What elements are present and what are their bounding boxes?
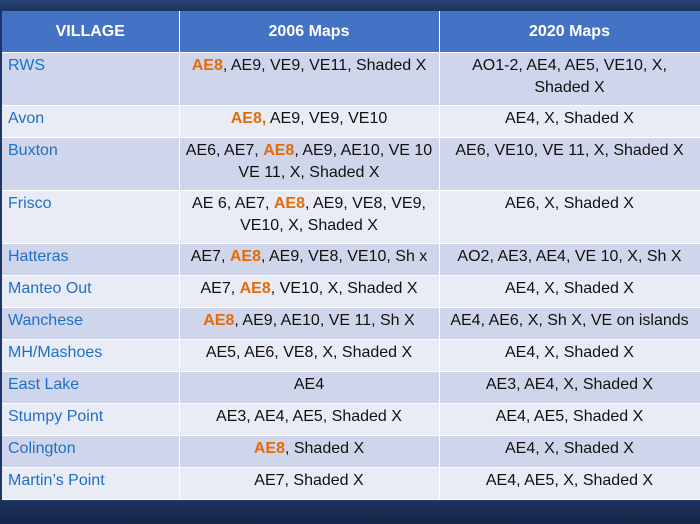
maps-2006-cell: AE8, AE9, AE10, VE 11, Sh X [179,307,440,340]
village-name: MH/Mashoes [2,339,180,372]
highlighted-map-code: AE8 [253,440,285,457]
table-row: Martin’s Point AE7, Shaded X AE4, AE5, X, … [2,467,700,500]
map-codes-text: AE6, AE7, [185,142,264,159]
maps-2006-cell: AE7, Shaded X [179,467,440,500]
maps-2006-cell: AE8, AE9, VE9, VE10 [179,105,440,138]
map-codes-text: , AE9, AE10, VE 10 VE 11, X, Shaded X [238,142,433,181]
village-maps-table: VILLAGE 2006 Maps 2020 Maps RWS AE8, AE9,… [2,11,700,500]
map-codes-text: , AE9, VE9, VE11, Shaded X [222,57,427,74]
maps-2020-cell: AE4, X, Shaded X [439,105,700,138]
highlighted-map-code: AE8 [239,280,271,297]
map-codes-text: AE7, [200,280,240,297]
highlighted-map-code: AE8 [229,248,261,265]
village-name: Frisco [2,190,180,244]
village-name: Manteo Out [2,275,180,308]
map-codes-text: AE5, AE6, VE8, X, Shaded X [205,344,413,361]
map-codes-text: AE3, AE4, AE5, Shaded X [216,408,402,425]
table-row: Wanchese AE8, AE9, AE10, VE 11, Sh X AE4, … [2,307,700,340]
header-row: VILLAGE 2006 Maps 2020 Maps [2,11,700,53]
map-codes-text: AE 6, AE7, [192,195,274,212]
highlighted-map-code: AE8 [191,57,223,74]
maps-2020-cell: AE4, AE6, X, Sh X, VE on islands [439,307,700,340]
maps-2006-cell: AE7, AE8, VE10, X, Shaded X [179,275,440,308]
highlighted-map-code: AE8, [230,110,267,127]
village-name: Buxton [2,137,180,191]
village-name: East Lake [2,371,180,404]
map-codes-text: AE7, Shaded X [254,472,364,489]
maps-2006-cell: AE8, AE9, VE9, VE11, Shaded X [179,52,440,106]
maps-2020-cell: AE4, AE5, X, Shaded X [439,467,700,500]
maps-2020-cell: AE6, X, Shaded X [439,190,700,244]
header-village: VILLAGE [2,11,180,53]
table-row: RWS AE8, AE9, VE9, VE11, Shaded X AO1-2, A… [2,52,700,106]
table-row: Colington AE8, Shaded X AE4, X, Shaded X [2,435,700,468]
village-name: Avon [2,105,180,138]
table-row: Avon AE8, AE9, VE9, VE10 AE4, X, Shaded X [2,105,700,138]
header-2006-maps: 2006 Maps [179,11,440,53]
maps-2020-cell: AE6, VE10, VE 11, X, Shaded X [439,137,700,191]
header-2020-maps: 2020 Maps [439,11,700,53]
village-name: Wanchese [2,307,180,340]
map-codes-text: AE4 [293,376,325,393]
highlighted-map-code: AE8 [263,142,295,159]
table-row: MH/Mashoes AE5, AE6, VE8, X, Shaded X AE4,… [2,339,700,372]
maps-2006-cell: AE8, Shaded X [179,435,440,468]
table-row: East Lake AE4 AE3, AE4, X, Shaded X [2,371,700,404]
map-codes-text: , AE9, VE8, VE9, VE10, X, Shaded X [240,195,426,234]
map-codes-text: AE7, [190,248,230,265]
maps-2020-cell: AO2, AE3, AE4, VE 10, X, Sh X [439,243,700,276]
maps-2020-cell: AE4, X, Shaded X [439,339,700,372]
map-codes-text: , Shaded X [284,440,365,457]
map-codes-text: , AE9, VE8, VE10, Sh x [260,248,428,265]
map-codes-text: AE9, VE9, VE10 [266,110,388,127]
maps-2006-cell: AE5, AE6, VE8, X, Shaded X [179,339,440,372]
maps-2006-cell: AE6, AE7, AE8, AE9, AE10, VE 10 VE 11, X… [179,137,440,191]
maps-2006-cell: AE7, AE8, AE9, VE8, VE10, Sh x [179,243,440,276]
map-codes-text: , VE10, X, Shaded X [270,280,418,297]
maps-2006-cell: AE3, AE4, AE5, Shaded X [179,403,440,436]
table-row: Buxton AE6, AE7, AE8, AE9, AE10, VE 10 VE… [2,137,700,191]
maps-2006-cell: AE4 [179,371,440,404]
table-row: Hatteras AE7, AE8, AE9, VE8, VE10, Sh x AO… [2,243,700,276]
maps-2020-cell: AO1-2, AE4, AE5, VE10, X, Shaded X [439,52,700,106]
village-name: Martin’s Point [2,467,180,500]
table-row: Stumpy Point AE3, AE4, AE5, Shaded X AE4, … [2,403,700,436]
table-row: Manteo Out AE7, AE8, VE10, X, Shaded X AE4… [2,275,700,308]
maps-2020-cell: AE4, AE5, Shaded X [439,403,700,436]
slide-top-band [0,0,700,10]
village-name: Hatteras [2,243,180,276]
maps-2020-cell: AE3, AE4, X, Shaded X [439,371,700,404]
maps-2006-cell: AE 6, AE7, AE8, AE9, VE8, VE9, VE10, X, … [179,190,440,244]
slide-bottom-band [0,502,700,524]
highlighted-map-code: AE8 [203,312,235,329]
table-row: Frisco AE 6, AE7, AE8, AE9, VE8, VE9, VE1… [2,190,700,244]
village-name: Colington [2,435,180,468]
village-name: RWS [2,52,180,106]
highlighted-map-code: AE8 [273,195,305,212]
village-name: Stumpy Point [2,403,180,436]
map-codes-text: , AE9, AE10, VE 11, Sh X [234,312,415,329]
maps-2020-cell: AE4, X, Shaded X [439,275,700,308]
maps-2020-cell: AE4, X, Shaded X [439,435,700,468]
